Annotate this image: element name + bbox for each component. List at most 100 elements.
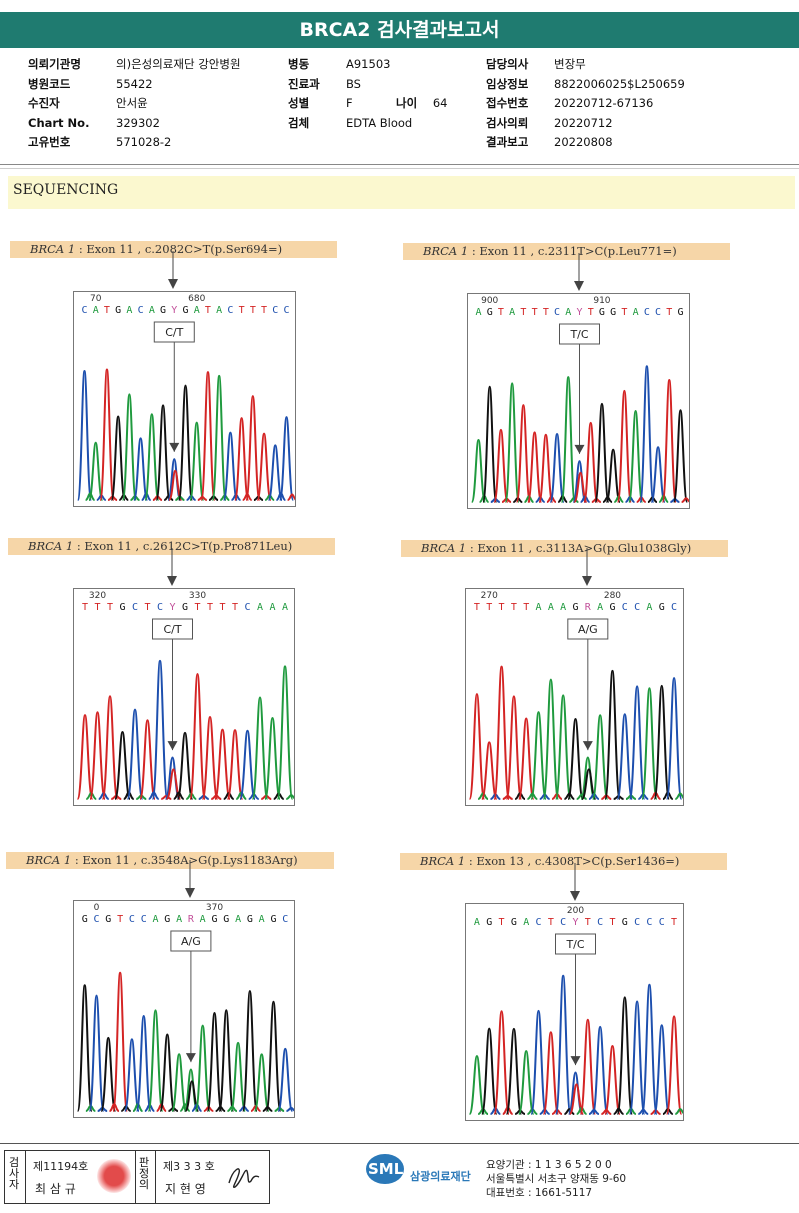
trace-peak (201, 716, 219, 800)
label-specimen: 검체 (288, 115, 310, 130)
position-label: 330 (189, 591, 206, 601)
base-call-letter: T (261, 305, 267, 316)
trace-peak (101, 695, 119, 800)
sml-logo-text: SML (368, 1160, 404, 1178)
pointer-arrowhead (574, 444, 585, 454)
base-call-letter: G (599, 307, 605, 318)
sig-divider (155, 1151, 156, 1203)
trace-peak (151, 659, 169, 800)
base-call-letter: C (634, 602, 640, 613)
trace-peak (616, 996, 634, 1115)
base-call-letter: G (610, 307, 616, 318)
trace-peak (100, 1036, 117, 1112)
footer: 검사자 제11194호 최 삼 규 판정의 제3 3 3 호 지 현 영 SML… (0, 1140, 799, 1213)
value-doctor: 변장무 (554, 57, 586, 71)
base-call-letter: T (207, 602, 213, 613)
trace-peak (672, 409, 689, 503)
base-call-letter: C (560, 917, 566, 928)
base-call-letter: A (126, 305, 132, 316)
trace-peak (233, 417, 250, 501)
variant-label: BRCA 1 : Exon 13 , c.4308T>C(p.Ser1436=) (400, 853, 727, 870)
trace-peak (163, 494, 174, 501)
base-call-letter: T (117, 914, 123, 925)
trace-peak (251, 696, 269, 800)
trace-peak (515, 404, 532, 503)
trace-peak (480, 1027, 498, 1115)
trace-peak (468, 1055, 486, 1115)
base-call-letter: G (659, 602, 665, 613)
position-label: 280 (604, 591, 621, 601)
base-call-letter: Y (171, 305, 177, 316)
label-report-date: 결과보고 (486, 135, 529, 149)
trace-peak (530, 711, 547, 800)
trace-peak (583, 421, 599, 503)
trace-peak (179, 1103, 191, 1112)
base-call-letter: A (475, 307, 481, 318)
trace-peak (155, 404, 171, 501)
trace-peak (504, 382, 520, 503)
variant-arrow-icon (569, 863, 580, 901)
header-age: 나이 64 (396, 94, 447, 114)
trace-peak (161, 794, 172, 800)
position-label: 680 (188, 294, 205, 304)
trace-peak (675, 1108, 683, 1115)
approver-name: 지 현 영 (165, 1182, 206, 1196)
trace-peak (194, 1024, 211, 1112)
base-call-letter: G (609, 602, 615, 613)
base-call-letter: C (138, 305, 144, 316)
value-hospital: 의)은성의료재단 강안병원 (116, 57, 241, 71)
pointer-arrowhead (570, 1056, 581, 1066)
trace-peak (665, 677, 683, 800)
base-call-letter: C (659, 917, 665, 928)
label-hospital-code: 병원코드 (28, 76, 71, 91)
value-ward: A91503 (346, 57, 391, 71)
trace-peak (616, 713, 634, 800)
value-department: BS (346, 76, 361, 91)
base-call-letter: T (671, 917, 677, 928)
base-call-letter: A (200, 914, 206, 925)
trace-peak (560, 376, 576, 503)
base-call-letter: A (565, 307, 571, 318)
trace-peak (480, 741, 498, 800)
trace-peak (605, 448, 621, 503)
label-clinical-info: 임상정보 (486, 76, 529, 91)
base-call-letter: C (132, 602, 138, 613)
base-call-letter: G (211, 914, 217, 925)
sig-divider (135, 1151, 136, 1203)
trace-peak (287, 493, 295, 501)
base-call-letter: T (104, 305, 110, 316)
variant-label: BRCA 1 : Exon 11 , c.2082C>T(p.Ser694=) (10, 241, 337, 258)
trace-peak (554, 694, 572, 800)
trace-peak (468, 693, 486, 800)
trace-peak (675, 792, 683, 800)
trace-peak (264, 717, 281, 800)
base-call-letter: T (474, 602, 480, 613)
variant-label: BRCA 1 : Exon 11 , c.3548A>G(p.Lys1183Ar… (6, 852, 334, 869)
trace-peak (639, 365, 655, 503)
base-call-letter: A (282, 602, 288, 613)
base-call-letter: G (115, 305, 121, 316)
trace-peak (276, 665, 294, 800)
variant-label: BRCA 1 : Exon 11 , c.3113A>G(p.Glu1038Gl… (401, 540, 728, 557)
trace-peak (253, 1053, 270, 1112)
label-id-no: 고유번호 (28, 135, 71, 149)
base-call-letter: A (257, 602, 263, 613)
trace-peak (470, 438, 487, 503)
base-call-letter: G (487, 307, 493, 318)
value-sex: F (346, 96, 353, 110)
trace-peak (200, 371, 216, 501)
trace-peak (604, 669, 621, 800)
trace-peak (493, 665, 510, 800)
trace-peak (245, 395, 261, 501)
trace-peak (517, 717, 535, 800)
trace-peak (76, 984, 93, 1112)
pointer-arrowhead (167, 741, 178, 751)
position-label: 70 (90, 294, 102, 304)
base-call-letter: T (239, 305, 245, 316)
base-call-letter: T (94, 602, 100, 613)
base-call-letter: R (188, 914, 195, 925)
chromatogram: T T T T T A A A G R A G C C A G C 270 280 A/G (465, 588, 684, 806)
